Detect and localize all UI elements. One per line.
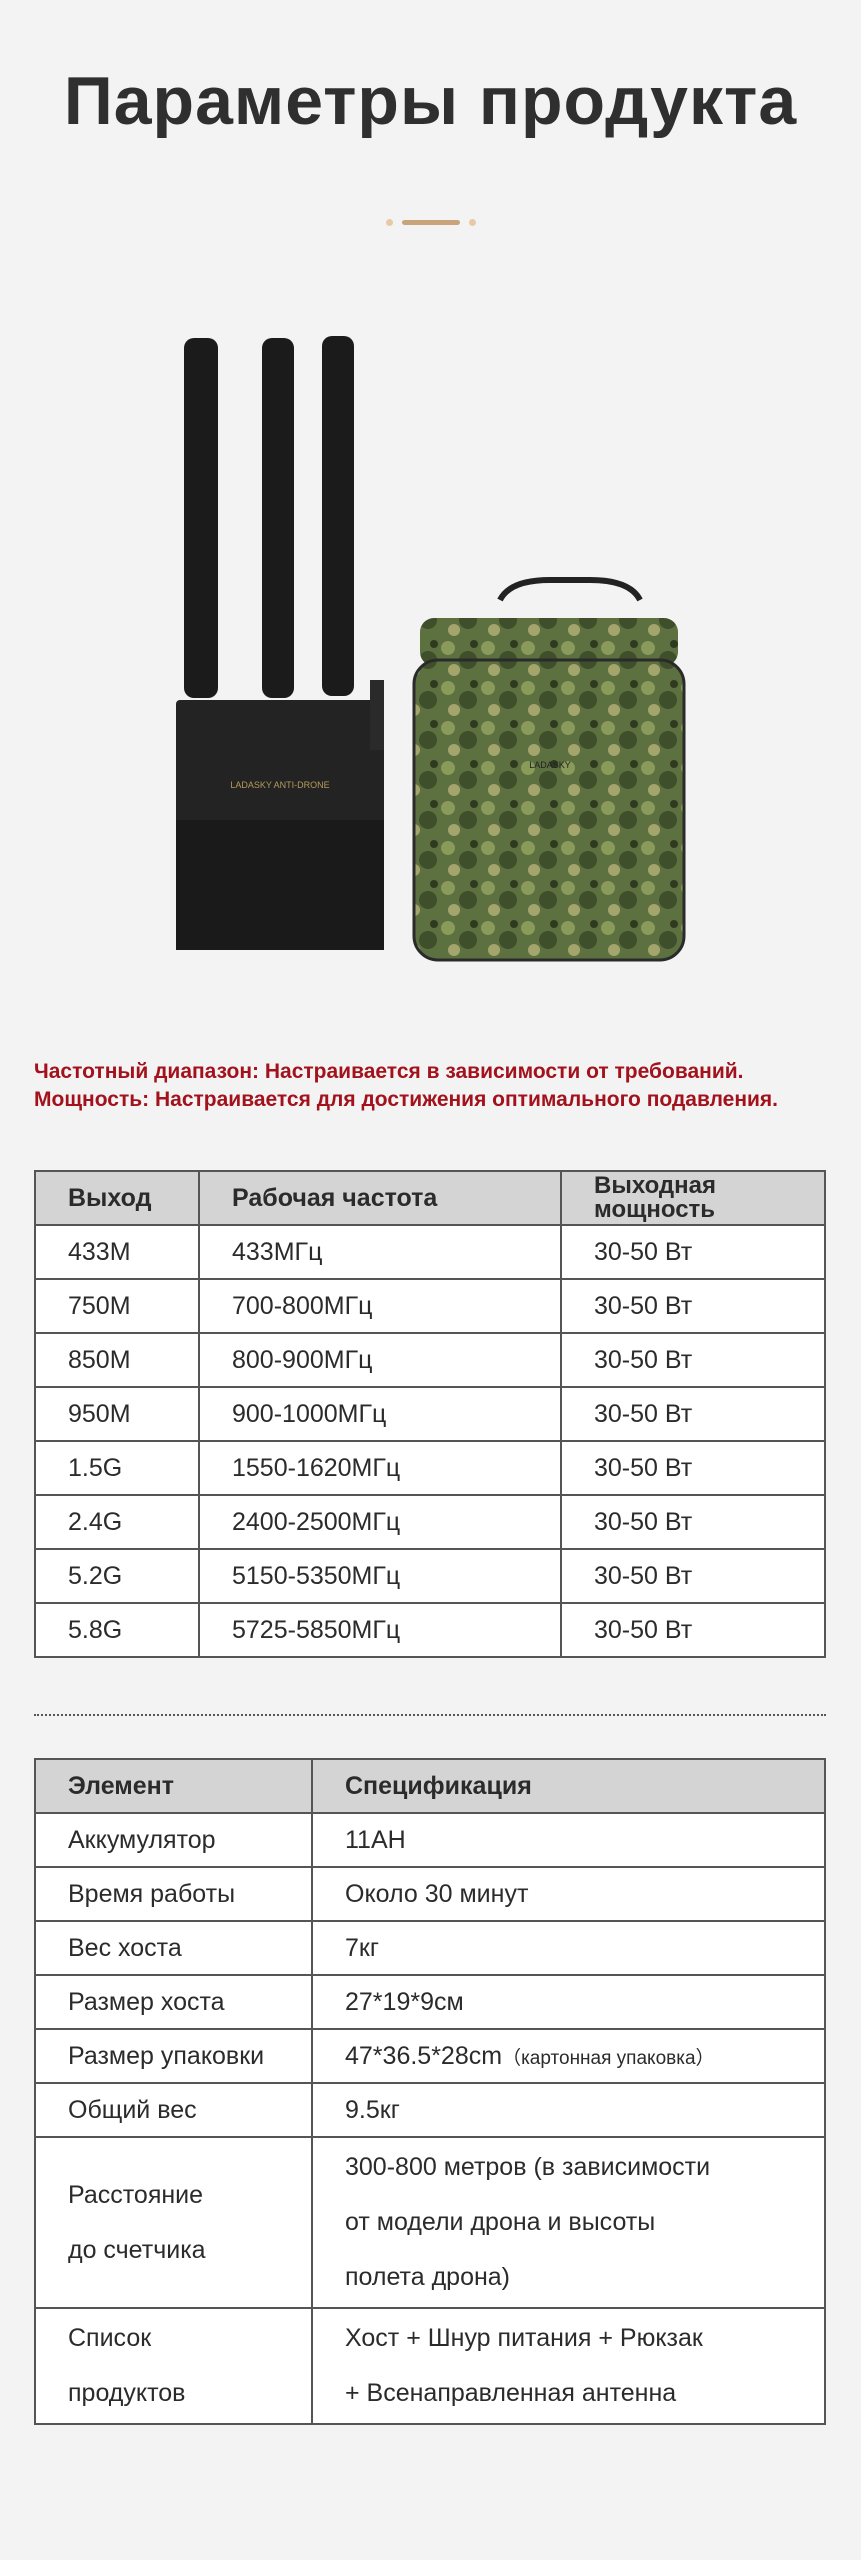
table-cell: Около 30 минут [311, 1866, 826, 1922]
notes: Частотный диапазон: Настраивается в зави… [34, 1058, 778, 1114]
table-row: 5.8G 5725-5850МГц 30-50 Вт [34, 1602, 826, 1658]
table-cell: 700-800МГц [198, 1278, 562, 1334]
header-output: Выход [34, 1170, 200, 1226]
product-image: LADASKY ANTI-DRONE LADASKY [176, 336, 686, 962]
jammer-device: LADASKY ANTI-DRONE [176, 336, 384, 950]
table-row: 950M 900-1000МГц 30-50 Вт [34, 1386, 826, 1442]
table-cell: 27*19*9см [311, 1974, 826, 2030]
table-cell: Время работы [34, 1866, 313, 1922]
table-cell: Размер хоста [34, 1974, 313, 2030]
header-spec: Спецификация [311, 1758, 826, 1814]
table-row: 433M 433МГц 30-50 Вт [34, 1224, 826, 1280]
table-cell: 850M [34, 1332, 200, 1388]
table-row: 750M 700-800МГц 30-50 Вт [34, 1278, 826, 1334]
header-frequency: Рабочая частота [198, 1170, 562, 1226]
table-cell: 30-50 Вт [560, 1440, 826, 1496]
table-header: Выход Рабочая частота Выходная мощность [34, 1170, 826, 1226]
title-divider [386, 218, 476, 226]
note-frequency: Частотный диапазон: Настраивается в зави… [34, 1060, 744, 1083]
table-cell: 950M [34, 1386, 200, 1442]
table-cell: 433МГц [198, 1224, 562, 1280]
table-cell: 30-50 Вт [560, 1386, 826, 1442]
table-cell: 750M [34, 1278, 200, 1334]
table-row: 1.5G 1550-1620МГц 30-50 Вт [34, 1440, 826, 1496]
table-row: Список продуктов Хост + Шнур питания + Рю… [34, 2307, 826, 2425]
table-cell: 7кг [311, 1920, 826, 1976]
table-cell: Аккумулятор [34, 1812, 313, 1868]
table-cell: 5150-5350МГц [198, 1548, 562, 1604]
table-cell: 30-50 Вт [560, 1494, 826, 1550]
table-cell: Вес хоста [34, 1920, 313, 1976]
table-cell: 30-50 Вт [560, 1332, 826, 1388]
table-cell: 11AH [311, 1812, 826, 1868]
table-row: Общий вес 9.5кг [34, 2082, 826, 2138]
table-cell: 47*36.5*28cm（картонная упаковка） [311, 2028, 826, 2084]
table-cell: 30-50 Вт [560, 1278, 826, 1334]
table-row: Размер хоста 27*19*9см [34, 1974, 826, 2030]
package-note: （картонная упаковка） [502, 2047, 715, 2069]
table-cell: 1.5G [34, 1440, 200, 1496]
table-row: Расстояние до счетчика 300-800 метров (в … [34, 2136, 826, 2309]
table-cell: Размер упаковки [34, 2028, 313, 2084]
table-row: Вес хоста 7кг [34, 1920, 826, 1976]
table-cell: 5725-5850МГц [198, 1602, 562, 1658]
backpack: LADASKY [412, 577, 686, 962]
svg-text:LADASKY ANTI-DRONE: LADASKY ANTI-DRONE [230, 780, 329, 790]
table-cell: 30-50 Вт [560, 1224, 826, 1280]
table-cell: 1550-1620МГц [198, 1440, 562, 1496]
table-row: 850M 800-900МГц 30-50 Вт [34, 1332, 826, 1388]
table-cell: 30-50 Вт [560, 1548, 826, 1604]
divider [34, 1714, 826, 1716]
table-cell: 2400-2500МГц [198, 1494, 562, 1550]
table-cell: 5.8G [34, 1602, 200, 1658]
table-header: Элемент Спецификация [34, 1758, 826, 1814]
table-cell: 433M [34, 1224, 200, 1280]
header-element: Элемент [34, 1758, 313, 1814]
header-power: Выходная мощность [560, 1170, 826, 1226]
table-cell: 800-900МГц [198, 1332, 562, 1388]
table-row: Размер упаковки 47*36.5*28cm（картонная уп… [34, 2028, 826, 2084]
table-row: 2.4G 2400-2500МГц 30-50 Вт [34, 1494, 826, 1550]
note-power: Мощность: Настраивается для достижения о… [34, 1088, 779, 1111]
table-cell: 5.2G [34, 1548, 200, 1604]
table-cell: 900-1000МГц [198, 1386, 562, 1442]
table-cell: Общий вес [34, 2082, 313, 2138]
table-row: Время работы Около 30 минут [34, 1866, 826, 1922]
frequency-table: Выход Рабочая частота Выходная мощность … [34, 1170, 826, 1658]
table-cell: 30-50 Вт [560, 1602, 826, 1658]
page-title: Параметры продукта [63, 63, 798, 139]
table-row: 5.2G 5150-5350МГц 30-50 Вт [34, 1548, 826, 1604]
table-cell: 2.4G [34, 1494, 200, 1550]
spec-table: Элемент Спецификация Аккумулятор 11AH Врем… [34, 1758, 826, 2425]
table-row: Аккумулятор 11AH [34, 1812, 826, 1868]
table-cell: 9.5кг [311, 2082, 826, 2138]
svg-text:LADASKY: LADASKY [529, 760, 571, 770]
